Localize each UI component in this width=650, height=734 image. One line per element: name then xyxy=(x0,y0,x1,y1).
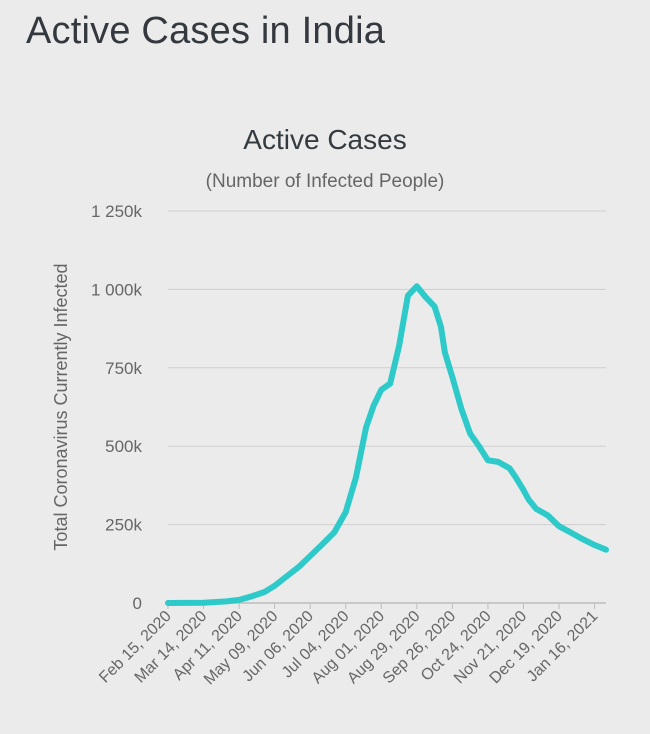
series-layer xyxy=(165,283,609,606)
y-axis-ticks: 0 250k 500k 750k 1 000k 1 250k xyxy=(91,202,143,613)
y-tick-label: 500k xyxy=(105,437,142,456)
page-heading: Active Cases in India xyxy=(26,10,386,52)
y-tick-label: 0 xyxy=(133,594,142,613)
y-axis-label: Total Coronavirus Currently Infected xyxy=(51,263,71,550)
gridlines xyxy=(167,210,606,609)
chart-subtitle: (Number of Infected People) xyxy=(206,171,445,192)
y-tick-label: 250k xyxy=(105,516,142,535)
chart-title: Active Cases xyxy=(243,124,406,155)
y-tick-label: 1 000k xyxy=(91,280,143,299)
y-tick-label: 1 250k xyxy=(91,202,143,221)
y-tick-label: 750k xyxy=(105,359,142,378)
series-line-active-cases xyxy=(165,283,609,606)
